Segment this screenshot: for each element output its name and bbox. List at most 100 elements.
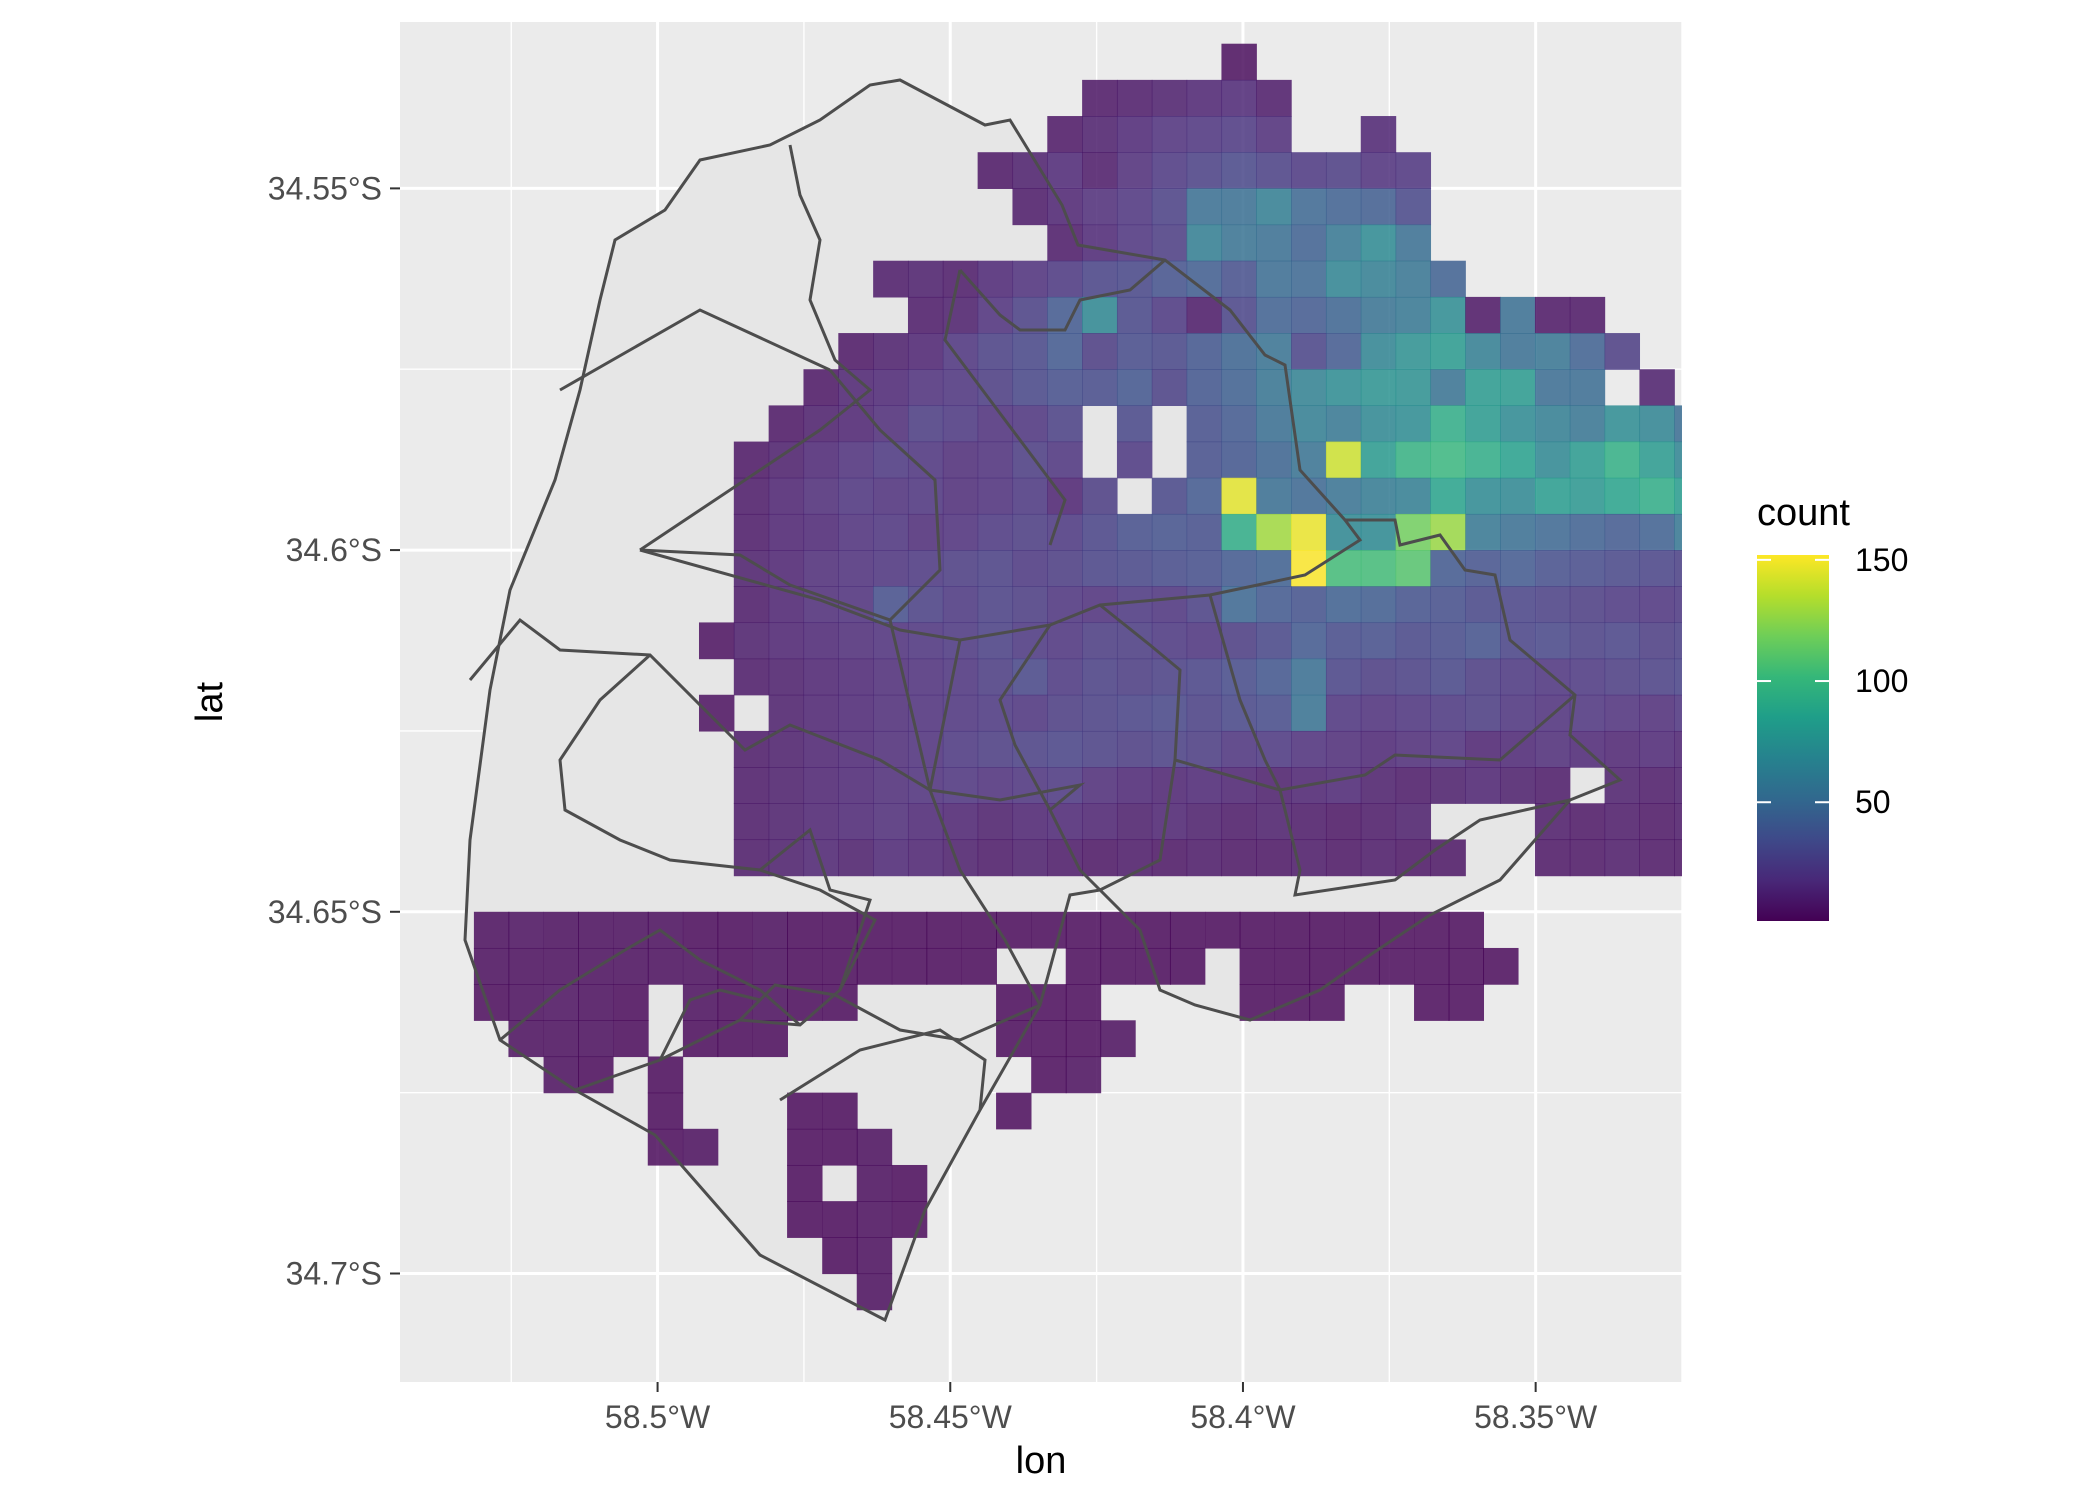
heatmap-cell <box>1221 767 1257 804</box>
heatmap-cell <box>822 1201 858 1238</box>
heatmap-cell <box>873 369 909 407</box>
heatmap-cell <box>822 1237 858 1275</box>
heatmap-cell <box>1116 152 1153 189</box>
heatmap-cell <box>1291 730 1327 768</box>
heatmap-cell <box>977 333 1014 370</box>
heatmap-cell <box>873 730 909 768</box>
heatmap-cell <box>1012 369 1048 407</box>
heatmap-cell <box>752 947 788 985</box>
heatmap-cell <box>838 839 874 877</box>
legend: count 50 100 150 <box>1757 492 1908 921</box>
heatmap-cell <box>1256 79 1292 117</box>
heatmap-cell <box>768 767 805 804</box>
heatmap-cell <box>1186 694 1223 732</box>
heatmap-cell <box>768 550 805 587</box>
x-tick-label: 58.5°W <box>605 1399 711 1435</box>
heatmap-cell <box>1047 658 1083 696</box>
heatmap-cell <box>1116 296 1153 334</box>
heatmap-cell <box>1500 550 1536 587</box>
heatmap-cell <box>1221 513 1257 551</box>
heatmap-cell <box>873 694 909 732</box>
heatmap-cell <box>508 1020 544 1058</box>
heatmap-cell <box>1012 550 1048 587</box>
heatmap-cell <box>1360 622 1397 660</box>
heatmap-cell <box>682 1128 719 1166</box>
heatmap-cell <box>1186 405 1223 443</box>
heatmap-cell <box>1151 188 1188 226</box>
heatmap-cell <box>1116 116 1153 153</box>
heatmap-cell <box>1065 1056 1102 1094</box>
heatmap-cell <box>1291 694 1327 732</box>
district-border-12 <box>888 619 1086 812</box>
heatmap-cell <box>733 586 770 624</box>
city-boundary-outline <box>463 78 1623 1323</box>
heatmap-cell <box>1047 188 1083 226</box>
heatmap-cell <box>856 947 893 985</box>
heatmap-cell <box>1674 550 1682 587</box>
heatmap-cell <box>1012 839 1048 877</box>
heatmap-cell <box>977 296 1014 334</box>
heatmap-cell <box>1360 116 1397 153</box>
heatmap-cell <box>1325 260 1362 298</box>
heatmap-cell <box>1239 911 1276 949</box>
heatmap-cell <box>1151 296 1188 334</box>
heatmap-cell <box>891 911 928 949</box>
heatmap-cell <box>1325 296 1362 334</box>
heatmap-cell <box>682 911 719 949</box>
heatmap-cell <box>1047 116 1083 153</box>
heatmap-cell <box>768 477 805 515</box>
heatmap-cell <box>1360 477 1397 515</box>
heatmap-cell <box>907 296 944 334</box>
heatmap-cell <box>1047 260 1083 298</box>
heatmap-cell <box>1256 152 1292 189</box>
heatmap-cell <box>733 622 770 660</box>
heatmap-cell <box>1291 333 1327 370</box>
heatmap-cell <box>1465 513 1501 551</box>
heatmap-cell <box>803 441 839 479</box>
heatmap-cell <box>1414 911 1450 949</box>
heatmap-cell <box>543 1020 579 1058</box>
heatmap-cell <box>1674 441 1682 479</box>
heatmap-cell <box>1151 369 1188 407</box>
heatmap-cell <box>1674 839 1682 877</box>
heatmap-cell <box>1360 803 1397 841</box>
heatmap-cell <box>1395 730 1432 768</box>
heatmap-cell <box>1012 803 1048 841</box>
heatmap-cell <box>698 622 735 660</box>
heatmap-cell <box>1709 622 1744 659</box>
heatmap-cell <box>1151 803 1188 841</box>
heatmap-cell <box>961 947 997 985</box>
heatmap-cell <box>1221 224 1257 262</box>
heatmap-cell <box>1569 586 1606 624</box>
heatmap-cell <box>1500 405 1536 443</box>
heatmap-cell <box>1604 658 1641 696</box>
heatmap-cell <box>1465 369 1501 407</box>
x-tick-label: 58.4°W <box>1190 1399 1296 1435</box>
heatmap-cell <box>838 333 874 370</box>
heatmap-cell <box>977 152 1014 189</box>
heatmap-cell <box>733 767 770 804</box>
heatmap-cell <box>1483 947 1519 985</box>
heatmap-cell <box>1047 803 1083 841</box>
heatmap-cell <box>1569 369 1606 407</box>
heatmap-cell <box>1448 911 1485 949</box>
heatmap-cell <box>1221 658 1257 696</box>
district-border-17 <box>499 928 801 1042</box>
heatmap-cell <box>1360 730 1397 768</box>
heatmap-cell <box>803 513 839 551</box>
heatmap-cell <box>733 513 770 551</box>
heatmap-cell <box>1360 296 1397 334</box>
legend-title: count <box>1757 492 1850 534</box>
district-border-19 <box>738 983 1041 1042</box>
heatmap-cell <box>1604 333 1641 370</box>
heatmap-cell <box>1325 477 1362 515</box>
heatmap-cell <box>873 839 909 877</box>
heatmap-cell <box>1186 839 1223 877</box>
heatmap-cell <box>1256 260 1292 298</box>
heatmap-cell <box>1065 984 1102 1021</box>
heatmap-cell <box>1221 43 1257 81</box>
district-border-9 <box>1278 789 1571 897</box>
heatmap-cell <box>1082 839 1118 877</box>
heatmap-cell <box>1047 333 1083 370</box>
